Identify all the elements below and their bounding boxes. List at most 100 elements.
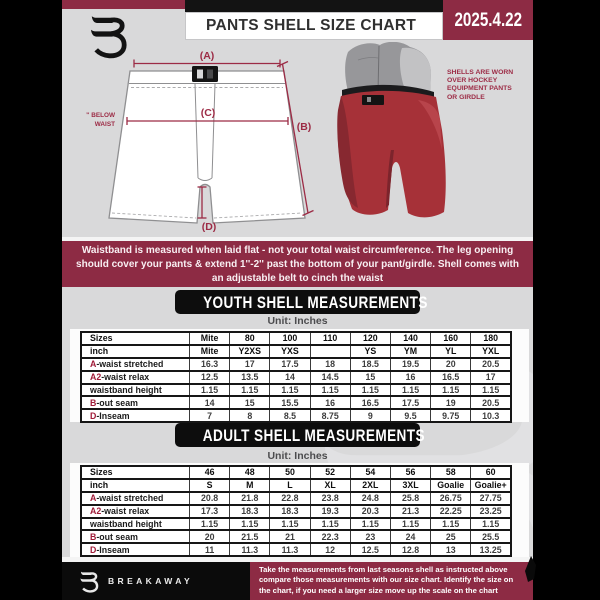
waistband-notice-text: Waistband is measured when laid flat - n… (76, 245, 519, 285)
table-cell: 17.3 (188, 503, 231, 519)
youth-measurements-table: Sizes Mite 80 100 110 120 140 160 180 inch Mite Y2X… (80, 331, 512, 424)
table-cell: 160 (430, 331, 472, 346)
table-cell: 16 (389, 369, 432, 385)
adult-heading-text: ADULT SHELL MEASUREMENTS (202, 426, 425, 445)
waist-note-line1: 7'' BELOW (86, 112, 116, 119)
row-label: waistband height (80, 516, 190, 532)
cursor-artifact (525, 556, 536, 582)
table-cell: 21.5 (229, 529, 271, 545)
row-label: A-waist stretched (80, 490, 190, 506)
table-cell: 9.5 (389, 408, 432, 424)
table-cell: 11.3 (269, 542, 311, 558)
shorts-outline (108, 70, 306, 224)
adult-section-heading: ADULT SHELL MEASUREMENTS (175, 423, 425, 447)
table-cell: 80 (229, 331, 271, 346)
table-row: Sizes Mite 80 100 110 120 140 160 180 (80, 331, 512, 346)
table-cell: 16 (309, 395, 351, 411)
youth-heading-text: YOUTH SHELL MEASUREMENTS (203, 293, 428, 312)
table-row: A-waist stretched 20.8 21.8 22.8 23.8 24.8 25.… (80, 490, 512, 506)
table-cell: 2XL (349, 477, 391, 493)
table-cell: 22.3 (309, 529, 351, 545)
table-cell: 20 (188, 529, 231, 545)
breakaway-logo (86, 11, 136, 59)
row-label: inch (80, 343, 190, 359)
table-cell: 14 (269, 369, 311, 385)
table-cell: 1.15 (188, 382, 231, 398)
table-cell (309, 343, 351, 359)
table-cell: 1.15 (389, 516, 432, 532)
table-cell: 23.8 (309, 490, 351, 506)
table-cell: L (269, 477, 311, 493)
shell-photo (337, 42, 446, 218)
measure-lines (126, 59, 314, 219)
table-cell: 12.5 (188, 369, 231, 385)
table-cell: Goalie (430, 477, 472, 493)
table-cell: 15 (229, 395, 271, 411)
table-cell: 19.5 (389, 356, 432, 372)
table-row: A-waist stretched 16.3 17 17.5 18 18.5 19.5 20 2… (80, 356, 512, 372)
row-label: Sizes (80, 331, 190, 346)
table-cell: 20.3 (349, 503, 391, 519)
table-cell: 20.5 (470, 395, 512, 411)
table-cell: 18.3 (229, 503, 271, 519)
table-cell: 50 (269, 465, 311, 480)
table-cell: 1.15 (309, 382, 351, 398)
table-cell: 10.3 (470, 408, 512, 424)
table-cell: 3XL (389, 477, 432, 493)
table-cell: 120 (349, 331, 391, 346)
size-chart-page: PANTS SHELL SIZE CHART 2025.4.22 (A) (C)… (62, 0, 533, 600)
table-cell: 16.5 (430, 369, 472, 385)
shorts-measurement-diagram: (A) (C) (B) (D) 7'' BELOW WAIST (86, 50, 314, 233)
date-badge: 2025.4.22 (443, 0, 533, 40)
table-cell: 1.15 (430, 516, 472, 532)
table-cell: 1.15 (349, 516, 391, 532)
table-cell: 20.8 (188, 490, 231, 506)
table-cell: 21.3 (389, 503, 432, 519)
adult-measurements-table: Sizes 46 48 50 52 54 56 58 60 inch S M L XL 2XL 3XL Goal… (80, 465, 512, 558)
table-cell: 48 (229, 465, 271, 480)
table-row: D-Inseam 7 8 8.5 8.75 9 9.5 9.75 10.3 (80, 408, 512, 424)
row-label: B-out seam (80, 395, 190, 411)
table-cell: 18 (309, 356, 351, 372)
youth-section-heading: YOUTH SHELL MEASUREMENTS (175, 290, 427, 314)
adult-table-panel: Sizes 46 48 50 52 54 56 58 60 inch S M L XL 2XL 3XL Goal… (70, 463, 529, 558)
table-cell: 1.15 (349, 382, 391, 398)
table-cell: 180 (470, 331, 512, 346)
shell-buckle-icon (362, 95, 384, 105)
table-cell: 22.25 (430, 503, 472, 519)
table-cell: 21.8 (229, 490, 271, 506)
table-cell: 1.15 (188, 516, 231, 532)
table-cell: 13.25 (470, 542, 512, 558)
table-cell: 1.15 (470, 382, 512, 398)
table-cell: Mite (188, 343, 231, 359)
table-cell: YM (389, 343, 432, 359)
measure-label-c: (C) (201, 107, 216, 119)
table-cell: 11.3 (229, 542, 271, 558)
table-cell: 16.5 (349, 395, 391, 411)
table-cell: 60 (470, 465, 512, 480)
date-text: 2025.4.22 (454, 10, 522, 31)
table-cell: 9 (349, 408, 391, 424)
table-cell: 15 (349, 369, 391, 385)
table-cell: 17 (470, 369, 512, 385)
breakaway-footer-logo (78, 569, 103, 593)
table-cell: Goalie+ (470, 477, 512, 493)
shell-photo-caption: SHELLS ARE WORN OVER HOCKEY EQUIPMENT PA… (447, 69, 514, 101)
row-label: D-Inseam (80, 408, 190, 424)
table-cell: 1.15 (389, 382, 432, 398)
table-cell: 15.5 (269, 395, 311, 411)
table-cell: 21 (269, 529, 311, 545)
table-cell: 1.15 (229, 382, 271, 398)
table-cell: 17.5 (389, 395, 432, 411)
table-cell: 8.75 (309, 408, 351, 424)
table-cell: YXL (470, 343, 512, 359)
table-cell: 20 (430, 356, 472, 372)
table-row: waistband height 1.15 1.15 1.15 1.15 1.15 1.15… (80, 516, 512, 532)
table-cell: 25.5 (470, 529, 512, 545)
table-cell: 19.3 (309, 503, 351, 519)
table-cell: 52 (309, 465, 351, 480)
table-row: inch S M L XL 2XL 3XL Goalie Goalie+ (80, 477, 512, 493)
table-cell: YS (349, 343, 391, 359)
table-cell: 18.5 (349, 356, 391, 372)
table-cell: M (229, 477, 271, 493)
